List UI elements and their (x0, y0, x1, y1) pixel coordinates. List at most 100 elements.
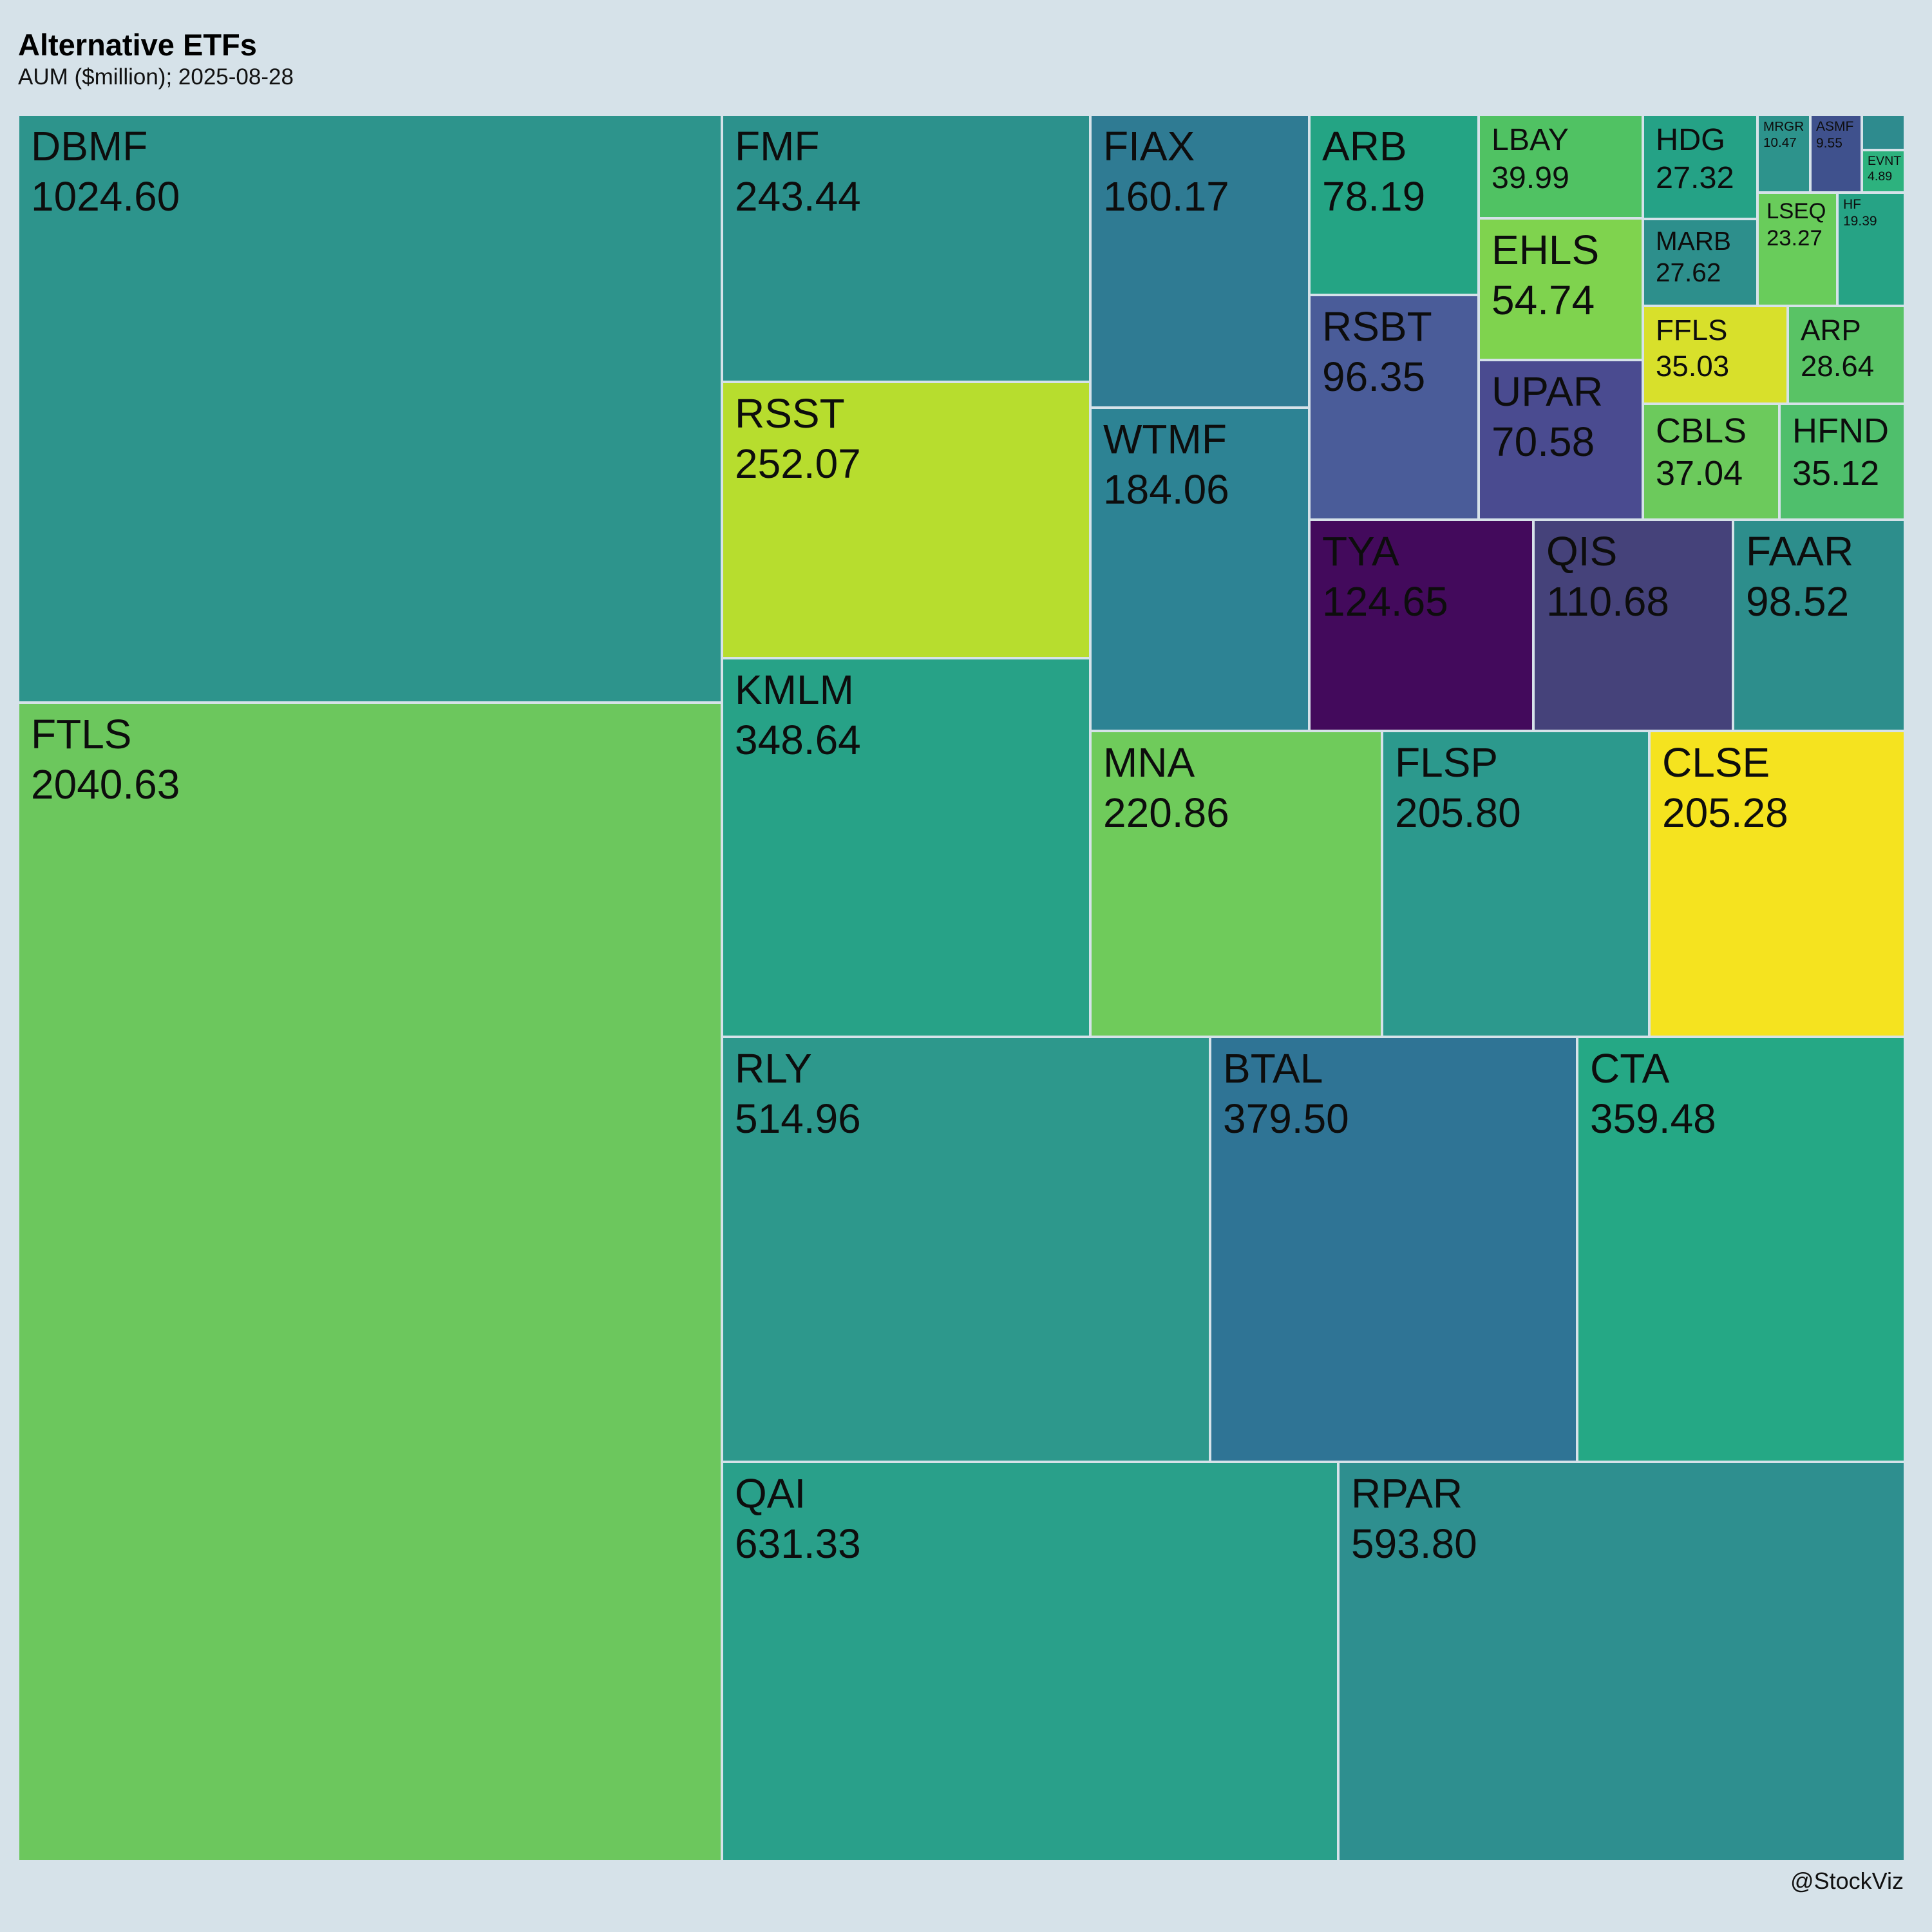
tile-tya[interactable]: TYA 124.65 (1309, 520, 1533, 731)
tile-clse[interactable]: CLSE 205.28 (1649, 731, 1905, 1037)
tile-ticker: LBAY (1492, 122, 1569, 157)
tile-rsbt[interactable]: RSBT 96.35 (1309, 295, 1479, 520)
tile-ticker: FFLS (1656, 314, 1728, 346)
tile-hdg[interactable]: HDG 27.32 (1643, 115, 1757, 219)
tile-rpar[interactable]: RPAR 593.80 (1338, 1462, 1905, 1861)
tile-cta[interactable]: CTA 359.48 (1577, 1037, 1905, 1462)
tile-ticker: DBMF (31, 123, 148, 169)
tile-ftls[interactable]: FTLS 2040.63 (18, 703, 722, 1861)
tile-value: 593.80 (1351, 1520, 1477, 1567)
tile-lseq[interactable]: LSEQ 23.27 (1757, 193, 1837, 306)
tile-arp[interactable]: ARP 28.64 (1788, 306, 1905, 404)
tile-value: 37.04 (1656, 453, 1743, 493)
tile-fiax[interactable]: FIAX 160.17 (1090, 115, 1309, 408)
tile-ticker: RSST (735, 390, 845, 437)
tile-fmf[interactable]: FMF 243.44 (722, 115, 1090, 382)
tile-ffls[interactable]: FFLS 35.03 (1643, 306, 1788, 404)
tile-value: 631.33 (735, 1520, 861, 1567)
tile-value: 1024.60 (31, 173, 180, 220)
tile-ticker: HF (1843, 197, 1861, 212)
tile-arb[interactable]: ARB 78.19 (1309, 115, 1479, 295)
tile-hf[interactable]: HF 19.39 (1837, 193, 1905, 306)
tile-ticker: HDG (1656, 122, 1725, 157)
tile-value: 160.17 (1103, 173, 1229, 220)
tile-qai[interactable]: QAI 631.33 (722, 1462, 1338, 1861)
tile-mrgr[interactable]: MRGR 10.47 (1757, 115, 1810, 193)
tile-value: 184.06 (1103, 466, 1229, 513)
tile-wtmf[interactable]: WTMF 184.06 (1090, 408, 1309, 731)
tile-lbay[interactable]: LBAY 39.99 (1479, 115, 1643, 218)
tile-ticker: FMF (735, 123, 820, 169)
tile-qis[interactable]: QIS 110.68 (1533, 520, 1733, 731)
tile-upar[interactable]: UPAR 70.58 (1479, 360, 1643, 520)
tile-value: 379.50 (1223, 1095, 1349, 1142)
tile-ticker: EVNT (1868, 154, 1902, 168)
tile-value: 98.52 (1746, 578, 1850, 625)
tile-value: 220.86 (1103, 790, 1229, 837)
tile-ticker: RSBT (1322, 303, 1432, 350)
tile-value: 514.96 (735, 1095, 861, 1142)
tile-value: 23.27 (1766, 226, 1823, 251)
tile-rly[interactable]: RLY 514.96 (722, 1037, 1210, 1462)
tile-value: 27.62 (1656, 258, 1721, 288)
tile-ticker: KMLM (735, 667, 854, 713)
tile-btal[interactable]: BTAL 379.50 (1210, 1037, 1577, 1462)
tile-ticker: FIAX (1103, 123, 1195, 169)
tile-value: 2040.63 (31, 761, 180, 808)
tile-value: 348.64 (735, 717, 861, 764)
tile-ticker: EHLS (1492, 227, 1600, 273)
attribution-watermark: @StockViz (1790, 1868, 1904, 1894)
tile-value: 4.89 (1868, 169, 1893, 184)
tile-ticker: CLSE (1662, 739, 1770, 786)
tile-kmlm[interactable]: KMLM 348.64 (722, 658, 1090, 1037)
tile-value: 205.80 (1395, 790, 1521, 837)
tile-mna[interactable]: MNA 220.86 (1090, 731, 1382, 1037)
tile-ticker: MNA (1103, 739, 1195, 786)
tile-ticker: WTMF (1103, 416, 1227, 462)
tile-ticker: FAAR (1746, 528, 1854, 574)
tile-value: 10.47 (1763, 135, 1797, 151)
tile-evnt[interactable]: EVNT 4.89 (1862, 150, 1905, 193)
tile-hfnd[interactable]: HFND 35.12 (1779, 404, 1905, 520)
tile-asmf[interactable]: ASMF 9.55 (1810, 115, 1862, 193)
tile-ticker: CBLS (1656, 412, 1747, 450)
tile-marb[interactable]: MARB 27.62 (1643, 219, 1757, 306)
chart-subtitle: AUM ($million); 2025-08-28 (18, 64, 294, 90)
tile-cbls[interactable]: CBLS 37.04 (1643, 404, 1779, 520)
chart-header: Alternative ETFs AUM ($million); 2025-08… (18, 28, 294, 90)
tile-value: 252.07 (735, 440, 861, 488)
tile-ticker: MARB (1656, 226, 1732, 256)
tile-value: 35.03 (1656, 349, 1730, 383)
tile-ticker: HFND (1792, 412, 1889, 450)
tile-ehls[interactable]: EHLS 54.74 (1479, 218, 1643, 360)
tile-value: 19.39 (1843, 213, 1877, 229)
tile-ticker: FTLS (31, 711, 132, 757)
tile-ticker: ARB (1322, 123, 1407, 169)
tile-ticker: RLY (735, 1045, 812, 1092)
tile-ticker: ARP (1801, 314, 1861, 346)
tile-ticker: RPAR (1351, 1470, 1463, 1517)
tile-value: 110.68 (1546, 578, 1669, 625)
tile-ticker: FLSP (1395, 739, 1499, 786)
tile-value: 124.65 (1322, 578, 1448, 625)
tile-dbmf[interactable]: DBMF 1024.60 (18, 115, 722, 703)
tile-value: 70.58 (1492, 419, 1595, 466)
tile-ticker: QAI (735, 1470, 806, 1517)
tile-value: 243.44 (735, 173, 861, 220)
tile-flsp[interactable]: FLSP 205.80 (1382, 731, 1649, 1037)
tile-value: 359.48 (1590, 1095, 1716, 1142)
tile-ticker: LSEQ (1766, 199, 1826, 223)
tile-faar[interactable]: FAAR 98.52 (1733, 520, 1905, 731)
tile-value: 39.99 (1492, 160, 1569, 195)
tile-ticker: CTA (1590, 1045, 1670, 1092)
tile-ticker: ASMF (1816, 119, 1854, 134)
tile-unlabeled[interactable] (1862, 115, 1905, 150)
tile-ticker: BTAL (1223, 1045, 1323, 1092)
tile-value: 28.64 (1801, 349, 1875, 383)
tile-value: 205.28 (1662, 790, 1788, 837)
treemap-plot: DBMF 1024.60 FTLS 2040.63 FMF 243.44 RSST 252.0… (18, 115, 1905, 1861)
tile-value: 54.74 (1492, 277, 1595, 324)
tile-value: 78.19 (1322, 173, 1426, 220)
tile-rsst[interactable]: RSST 252.07 (722, 382, 1090, 658)
tile-ticker: UPAR (1492, 368, 1604, 415)
